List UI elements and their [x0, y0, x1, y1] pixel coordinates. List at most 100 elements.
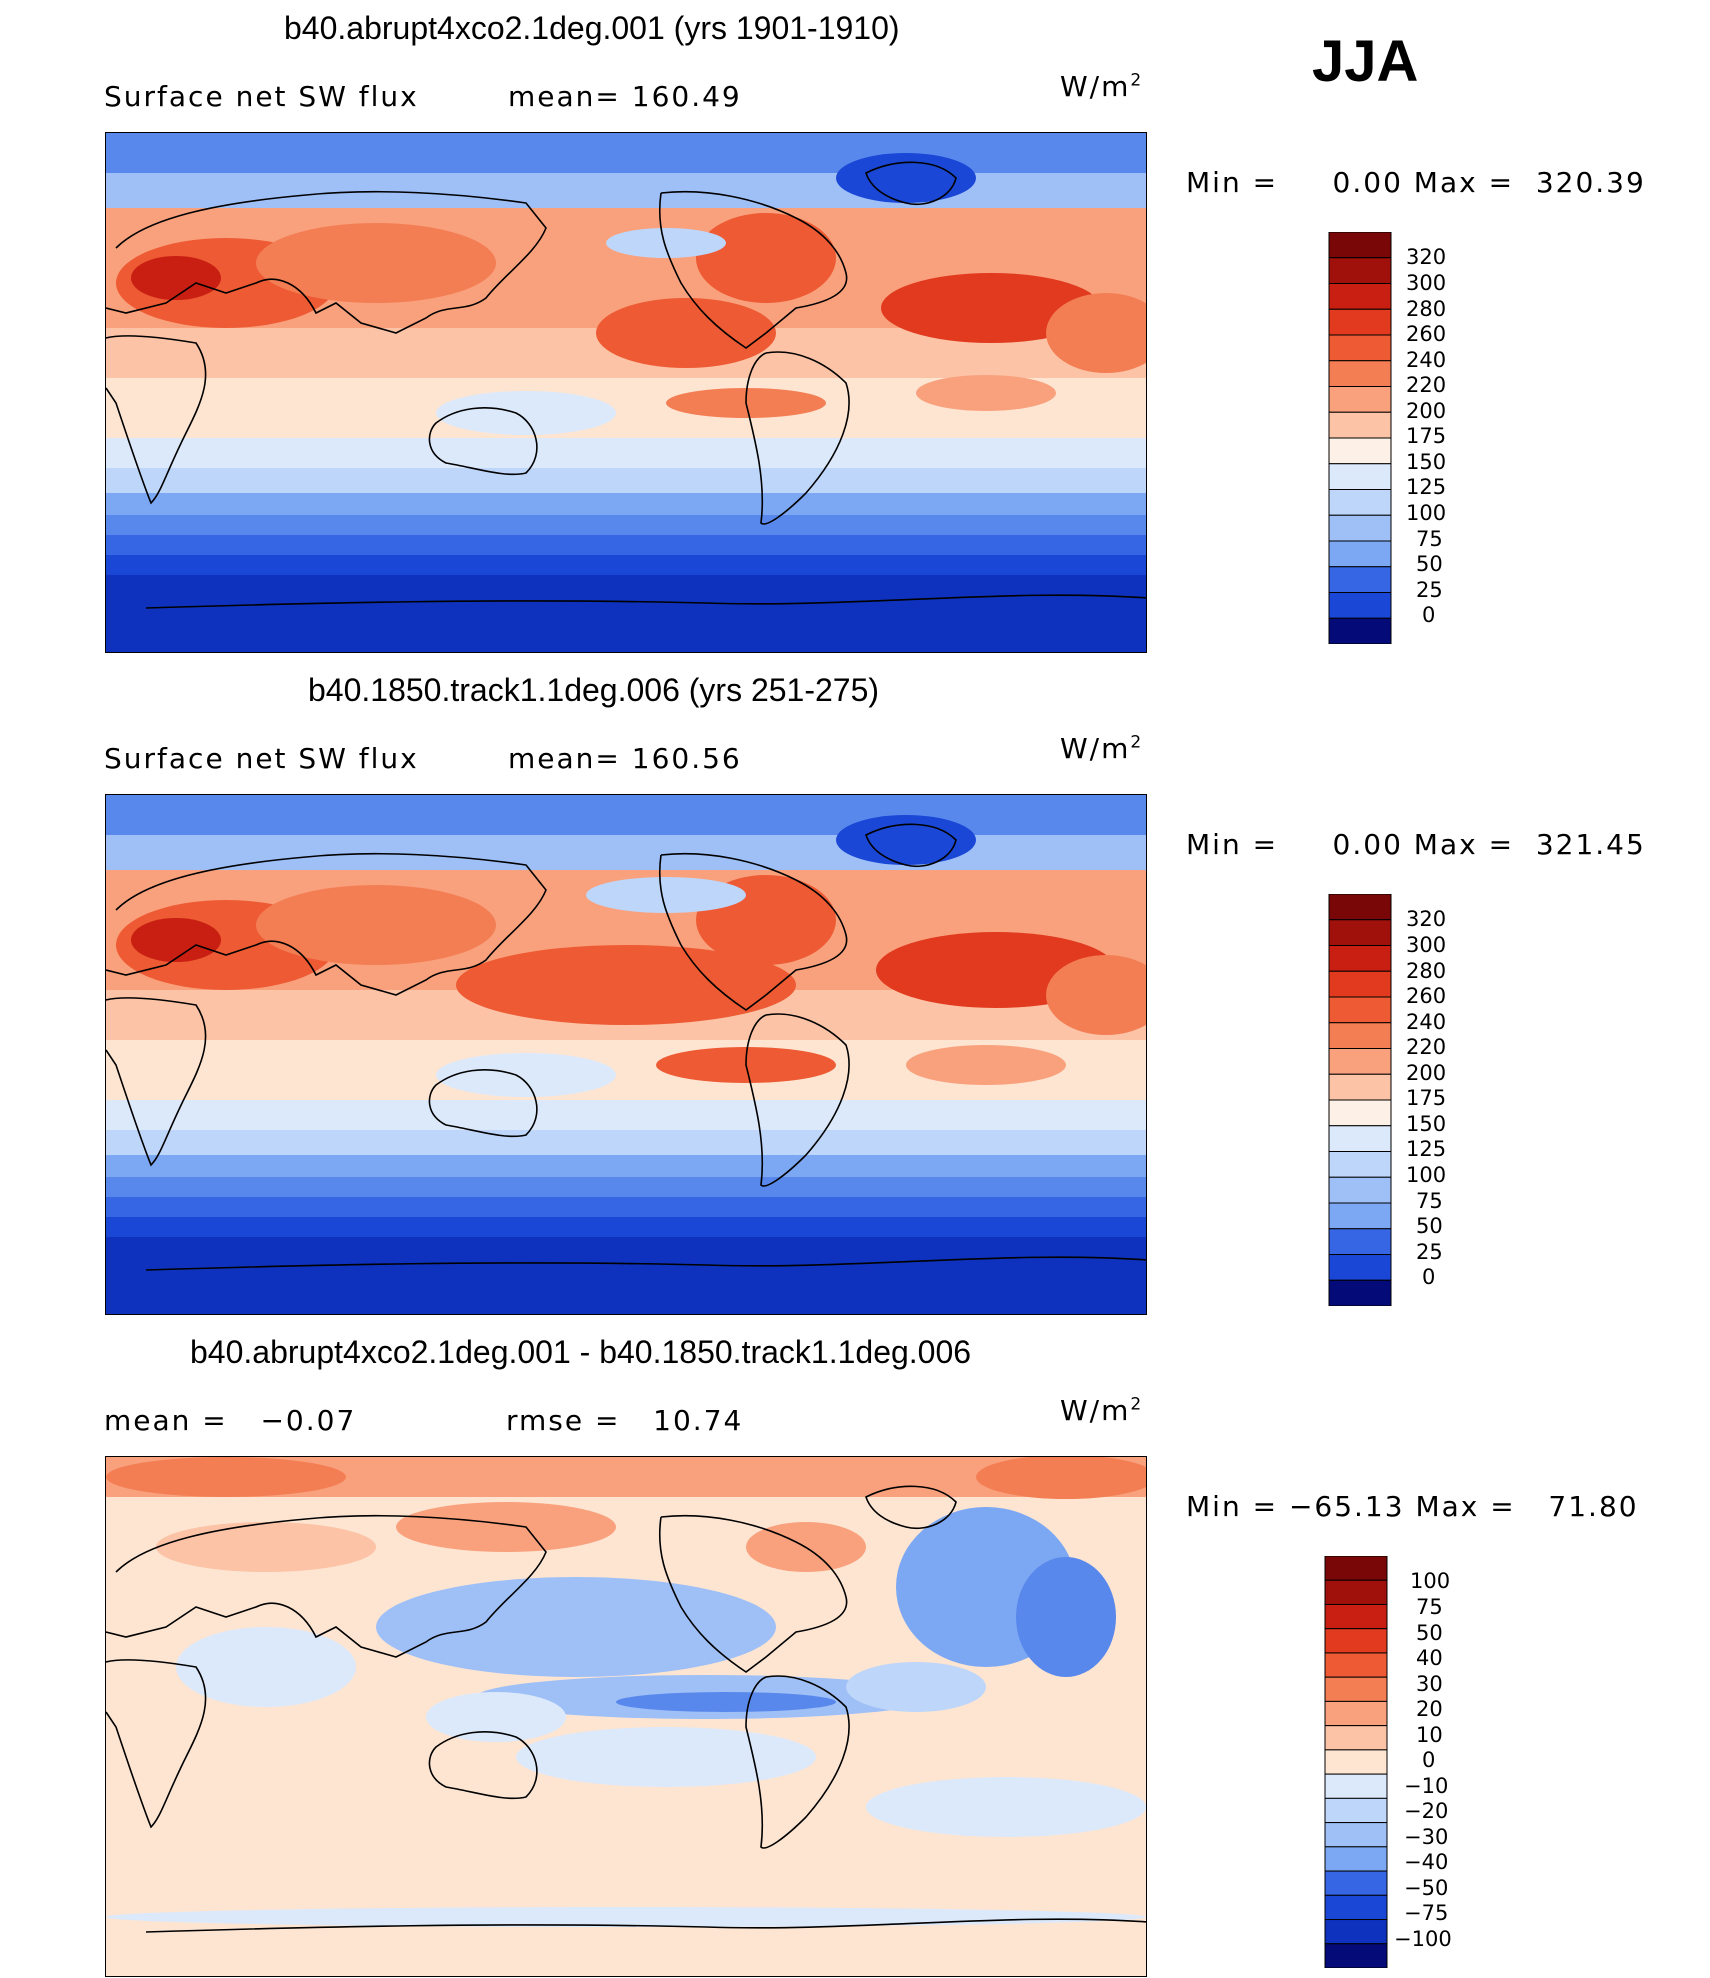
colorbar-swatch — [1328, 1151, 1392, 1178]
colorbar-tick: 25 — [1416, 1240, 1443, 1264]
hotspot-north-atlantic — [881, 273, 1101, 343]
colorbar-tick: 30 — [1416, 1672, 1443, 1696]
colorbar-swatch — [1328, 360, 1392, 387]
colorbar-swatch — [1328, 283, 1392, 310]
colorbar-swatches — [1328, 231, 1392, 645]
colorbar-tick: 240 — [1406, 348, 1447, 372]
map-canvas — [106, 1457, 1146, 1976]
colorbar-tick: 20 — [1416, 1697, 1443, 1721]
maritime-continent-low — [436, 391, 616, 435]
colorbar-tick: 40 — [1416, 1646, 1443, 1670]
coastlines — [106, 823, 1146, 1271]
panel-title: b40.abrupt4xco2.1deg.001 - b40.1850.trac… — [190, 1334, 972, 1370]
colorbar-tick: 320 — [1406, 907, 1447, 931]
colorbar-swatch — [1328, 1279, 1392, 1307]
map-canvas — [106, 795, 1146, 1314]
colorbar-tick: −30 — [1404, 1825, 1449, 1849]
colorbar-tick: 175 — [1406, 424, 1447, 448]
min-max-stats: Min = −65.13 Max = 71.80 — [1186, 1490, 1639, 1523]
colorbar-swatch — [1328, 1099, 1392, 1127]
colorbar-swatch — [1324, 1700, 1388, 1727]
coastlines — [106, 1485, 1146, 1933]
field-label: Surface net SW flux — [104, 80, 419, 113]
mean-label: mean= 160.49 — [508, 80, 742, 113]
mean-label: mean= 160.56 — [508, 742, 742, 775]
band-s1 — [106, 468, 1146, 493]
colorbar-tick: −10 — [1404, 1774, 1449, 1798]
map-surface-net-sw-1850 — [105, 794, 1147, 1315]
colorbar-swatch — [1328, 893, 1392, 921]
colorbar-tick: 200 — [1406, 1061, 1447, 1085]
colorbar-tick: 75 — [1416, 527, 1443, 551]
colorbar-swatch — [1328, 489, 1392, 516]
hotspot-mideast — [131, 256, 221, 300]
colorbar-top — [1328, 231, 1392, 649]
hotspot-south-atlantic — [916, 375, 1056, 411]
coastlines — [106, 161, 1146, 609]
colorbar-tick: 125 — [1406, 1137, 1447, 1161]
colorbar-tick: 100 — [1406, 1163, 1447, 1187]
colorbar-swatch — [1328, 437, 1392, 465]
rmse-label: rmse = 10.74 — [506, 1404, 744, 1437]
colorbar-swatch — [1324, 1676, 1388, 1702]
colorbar-tick: 50 — [1416, 1214, 1443, 1238]
units-label: W/m2 — [1060, 1394, 1144, 1427]
colorbar-swatch — [1324, 1870, 1388, 1896]
colorbar-swatch — [1328, 945, 1392, 972]
hotspot-central-asia — [256, 223, 496, 303]
colorbar-tick: 10 — [1416, 1723, 1443, 1747]
band-subarctic — [106, 173, 1146, 208]
bering-low — [606, 228, 726, 258]
field-label: Surface net SW flux — [104, 742, 419, 775]
min-max-stats: Min = 0.00 Max = 321.45 — [1186, 828, 1646, 861]
colorbar-swatch — [1328, 1022, 1392, 1049]
colorbar-swatch — [1324, 1773, 1388, 1799]
colorbar-tick: 260 — [1406, 984, 1447, 1008]
colorbar-swatch — [1324, 1725, 1388, 1751]
colorbar-tick: 50 — [1416, 552, 1443, 576]
colorbar-swatch — [1328, 308, 1392, 336]
colorbar-tick: 320 — [1406, 245, 1447, 269]
colorbar-tick: 175 — [1406, 1086, 1447, 1110]
colorbar-swatch — [1328, 1125, 1392, 1152]
colorbar-tick: 240 — [1406, 1010, 1447, 1034]
colorbar-tick: 150 — [1406, 450, 1447, 474]
min-max-stats: Min = 0.00 Max = 320.39 — [1186, 166, 1646, 199]
colorbar-swatch — [1328, 386, 1392, 413]
colorbar-swatch — [1324, 1943, 1388, 1969]
colorbar-tick: 0 — [1422, 1265, 1436, 1289]
colorbar-swatch — [1328, 231, 1392, 259]
colorbar-swatches — [1328, 893, 1392, 1307]
colorbar-swatch — [1328, 334, 1392, 362]
colorbar-swatch — [1328, 996, 1392, 1024]
map-surface-net-sw-abrupt4xco2 — [105, 132, 1147, 653]
map-surface-net-sw-difference — [105, 1456, 1147, 1977]
band-s6 — [106, 575, 1146, 652]
colorbar-tick: −50 — [1404, 1876, 1449, 1900]
units-label: W/m2 — [1060, 70, 1144, 103]
colorbar-swatch — [1324, 1652, 1388, 1678]
colorbar-swatch — [1324, 1797, 1388, 1824]
colorbar-swatch — [1324, 1579, 1388, 1605]
colorbar-swatch — [1324, 1919, 1388, 1945]
colorbar-swatch — [1328, 1073, 1392, 1101]
colorbar-swatch — [1328, 970, 1392, 998]
hotspot-north-pacific — [596, 298, 776, 368]
colorbar-swatch — [1328, 919, 1392, 946]
colorbar-swatch — [1328, 1228, 1392, 1255]
colorbar-swatch — [1328, 463, 1392, 490]
colorbar-swatch — [1328, 1048, 1392, 1075]
colorbar-swatch — [1328, 514, 1392, 542]
colorbar-swatches — [1324, 1555, 1388, 1969]
band-south-sub — [106, 438, 1146, 468]
season-label: JJA — [1312, 29, 1419, 94]
band-arctic — [106, 133, 1146, 173]
colorbar-tick: −20 — [1404, 1799, 1449, 1823]
colorbar-swatch — [1324, 1555, 1388, 1581]
colorbar-tick: −75 — [1404, 1901, 1449, 1925]
map-canvas — [106, 133, 1146, 652]
colorbar-tick: 220 — [1406, 1035, 1447, 1059]
colorbar-swatch — [1328, 1202, 1392, 1230]
colorbar-tick: 0 — [1422, 603, 1436, 627]
colorbar-tick: 280 — [1406, 959, 1447, 983]
